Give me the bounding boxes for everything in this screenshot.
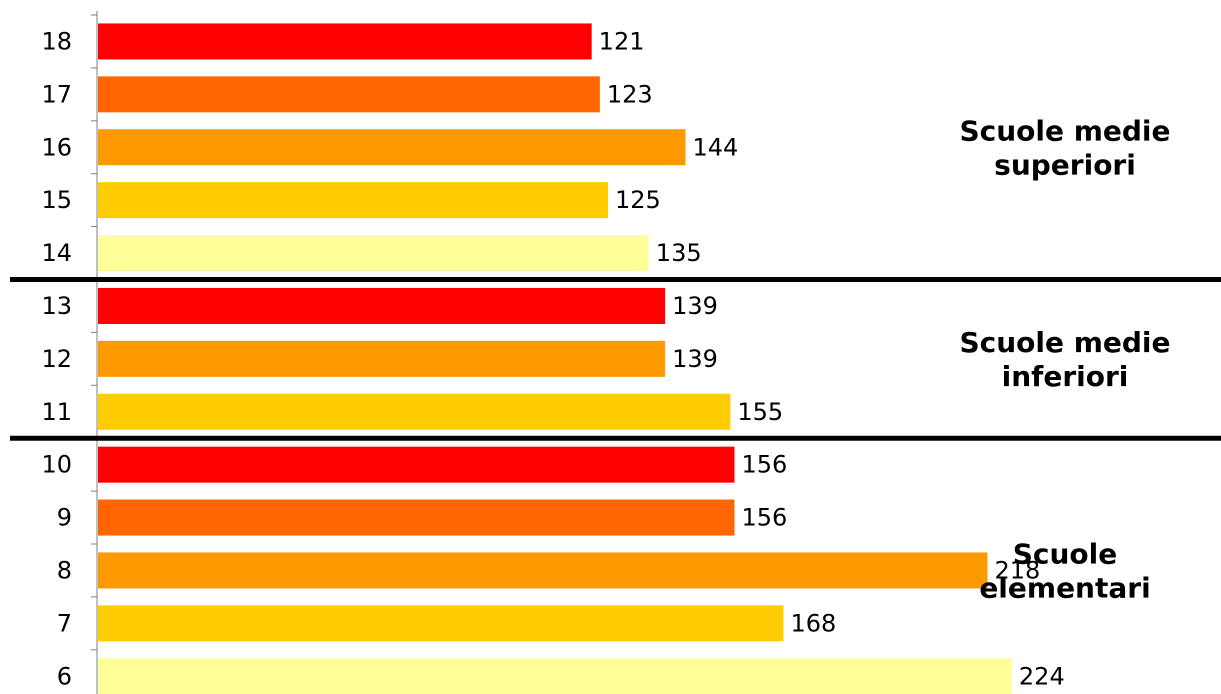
data-label-6: 224 (1019, 662, 1065, 690)
data-label-12: 139 (672, 345, 718, 373)
bar-11 (98, 393, 731, 430)
group-label: superiori (994, 148, 1136, 181)
data-label-9: 156 (741, 504, 787, 532)
bar-17 (98, 76, 600, 113)
data-label-15: 125 (615, 186, 661, 214)
bar-15 (98, 182, 608, 219)
tick-label-6: 6 (57, 662, 72, 690)
data-label-13: 139 (672, 292, 718, 320)
tick-label-7: 7 (57, 609, 72, 637)
bar-7 (98, 605, 784, 642)
group-label: Scuole (1013, 537, 1118, 570)
bar-10 (98, 446, 735, 483)
bar-13 (98, 287, 666, 324)
tick-label-12: 12 (41, 345, 72, 373)
tick-label-16: 16 (41, 133, 72, 161)
data-label-10: 156 (741, 451, 787, 479)
tick-label-9: 9 (57, 504, 72, 532)
bar-9 (98, 499, 735, 536)
data-label-7: 168 (790, 609, 836, 637)
data-label-11: 155 (737, 398, 783, 426)
data-label-18: 121 (599, 27, 645, 55)
tick-label-8: 8 (57, 556, 72, 584)
bar-18 (98, 23, 592, 60)
tick-label-15: 15 (41, 186, 72, 214)
data-label-8: 218 (994, 556, 1040, 584)
bar-16 (98, 129, 686, 166)
tick-label-17: 17 (41, 80, 72, 108)
bar-8 (98, 552, 988, 589)
group-label: Scuole medie (959, 114, 1170, 147)
group-label: Scuole medie (959, 326, 1170, 359)
bar-6 (98, 658, 1012, 694)
group-label: elementari (979, 571, 1150, 604)
tick-label-13: 13 (41, 292, 72, 320)
data-label-14: 135 (656, 239, 702, 267)
tick-label-10: 10 (41, 451, 72, 479)
bar-12 (98, 340, 666, 377)
tick-label-14: 14 (41, 239, 72, 267)
tick-label-11: 11 (41, 398, 72, 426)
group-label: inferiori (1002, 360, 1129, 393)
bar-14 (98, 235, 649, 272)
data-label-16: 144 (693, 133, 739, 161)
tick-label-18: 18 (41, 27, 72, 55)
data-label-17: 123 (607, 80, 653, 108)
